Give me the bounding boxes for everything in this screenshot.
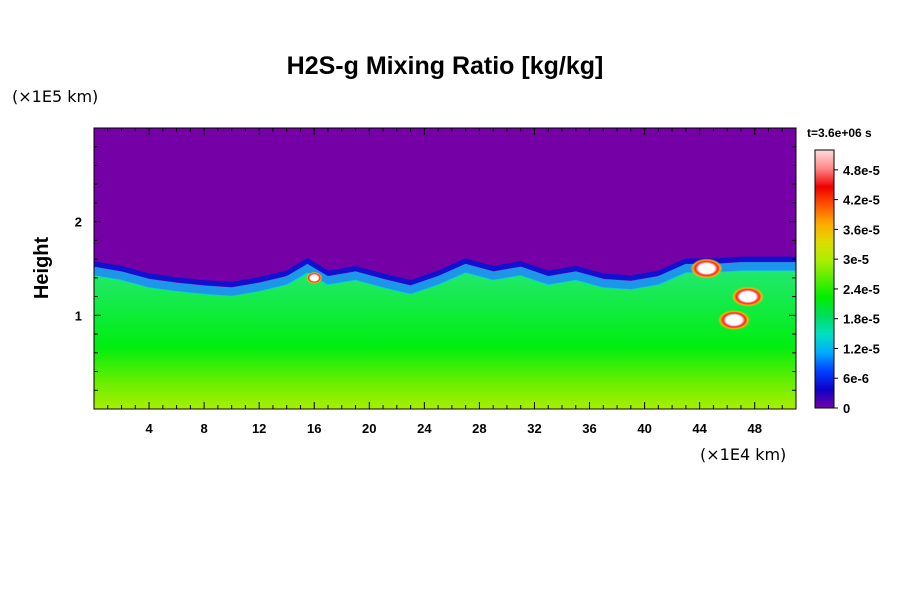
- x-tick-label: 16: [307, 421, 321, 436]
- x-tick-label: 8: [201, 421, 208, 436]
- y-axis-label: Height: [31, 237, 53, 300]
- y-tick-label: 1: [75, 308, 82, 323]
- x-unit-label: (×1E4 km): [700, 445, 786, 464]
- interface-blue-band: [94, 256, 796, 287]
- colorbar-tick-label: 4.8e-5: [843, 163, 880, 178]
- colorbar-tick-label: 4.2e-5: [843, 193, 880, 208]
- hotspot: [731, 286, 764, 307]
- plot-frame: [93, 127, 797, 410]
- colorbar-tick-label: 3.6e-5: [843, 222, 880, 237]
- time-label: t=3.6e+06 s: [807, 126, 872, 140]
- heatmap-plot: [94, 128, 796, 409]
- lower-layer: [94, 270, 796, 409]
- x-tick-label: 48: [747, 421, 761, 436]
- colorbar: 0 6e-6 1.2e-5 1.8e-5 2.4e-5 3e-5 3.6e-5 4.2e-5 4…: [814, 149, 880, 416]
- x-tick-label: 36: [582, 421, 596, 436]
- x-tick-label: 20: [362, 421, 376, 436]
- x-tick-label: 28: [472, 421, 486, 436]
- hotspot: [690, 258, 723, 279]
- hotspot: [306, 271, 323, 284]
- y-tick-label: 2: [75, 215, 82, 230]
- colorbar-tick-label: 2.4e-5: [843, 282, 880, 297]
- colorbar-tick-label: 3e-5: [843, 252, 869, 267]
- x-tick-label: 32: [527, 421, 541, 436]
- y-unit-label: (×1E5 km): [12, 87, 98, 106]
- x-tick-label: 40: [637, 421, 651, 436]
- x-tick-label: 24: [417, 421, 432, 436]
- x-axis: 4 8 12 16 20 24 28 32 36 40 44 48: [107, 128, 783, 436]
- x-tick-label: 12: [252, 421, 266, 436]
- interface-cyan-band: [94, 262, 796, 297]
- colorbar-tick-label: 1.2e-5: [843, 341, 880, 356]
- hotspot: [718, 310, 751, 331]
- colorbar-tick-label: 0: [843, 401, 850, 416]
- chart-title: H2S-g Mixing Ratio [kg/kg]: [287, 52, 604, 80]
- y-axis: 12: [75, 146, 796, 391]
- x-tick-label: 4: [145, 421, 153, 436]
- x-tick-label: 44: [692, 421, 707, 436]
- colorbar-tick-label: 6e-6: [843, 371, 869, 386]
- colorbar-tick-label: 1.8e-5: [843, 312, 880, 327]
- colorbar-gradient: [814, 149, 835, 409]
